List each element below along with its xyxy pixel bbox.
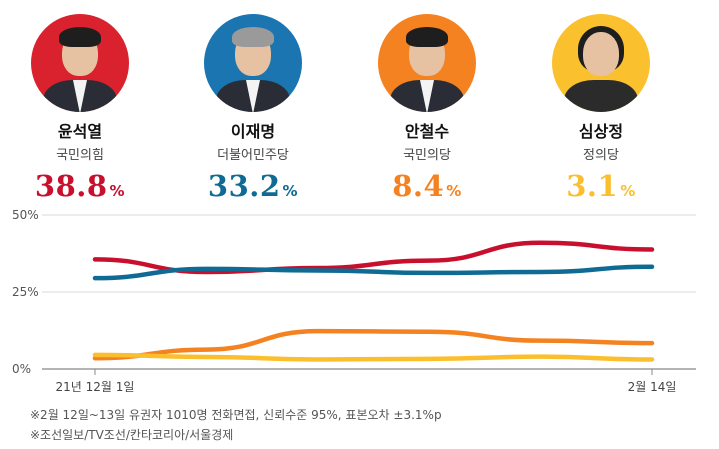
percent-value: 3.1 [566,169,619,203]
candidate-name: 윤석열 [57,122,103,141]
x-tick-label: 21년 12월 1일 [56,380,135,394]
candidate-lee: 이재명 더불어민주당 33.2% [178,14,328,203]
percent-value: 33.2 [207,169,281,203]
candidate-name: 이재명 [230,122,276,141]
y-tick-label: 25% [12,285,39,299]
candidate-party: 더불어민주당 [217,148,289,163]
y-tick-label: 0% [12,362,31,376]
candidate-photo [552,14,650,112]
footnote-survey: ※2월 12일~13일 유권자 1010명 전화면접, 신뢰수준 95%, 표본… [30,408,442,422]
series-line [92,328,655,361]
candidate-percent: 33.2% [178,169,328,203]
candidate-name: 안철수 [404,122,450,141]
candidate-photo [378,14,476,112]
candidate-percent: 8.4% [352,169,502,203]
candidate-photo [204,14,302,112]
percent-value: 38.8 [34,169,108,203]
poll-trend-chart: 0% 25% 50% 21년 12월 1일 2월 14일 [12,208,696,394]
candidate-name: 심상정 [578,122,624,141]
percent-value: 8.4 [392,169,445,203]
percent-unit: % [446,182,462,200]
candidate-percent: 3.1% [526,169,676,203]
series-line [92,240,655,275]
candidate-sim: 심상정 정의당 3.1% [526,14,676,203]
footnote-source: ※조선일보/TV조선/칸타코리아/서울경제 [30,428,234,442]
candidate-ahn: 안철수 국민의당 8.4% [352,14,502,203]
y-tick-label: 50% [12,208,39,222]
candidate-party: 국민의당 [403,148,451,163]
percent-unit: % [620,182,636,200]
candidate-party: 정의당 [583,148,619,163]
series-line [92,352,655,362]
candidate-yoon: 윤석열 국민의힘 38.8% [5,14,155,203]
series-line [92,264,655,281]
x-tick-label: 2월 14일 [628,380,677,394]
candidate-party: 국민의힘 [56,148,104,163]
percent-unit: % [109,182,126,200]
percent-unit: % [282,182,299,200]
candidate-photo [31,14,129,112]
candidate-percent: 38.8% [5,169,155,203]
